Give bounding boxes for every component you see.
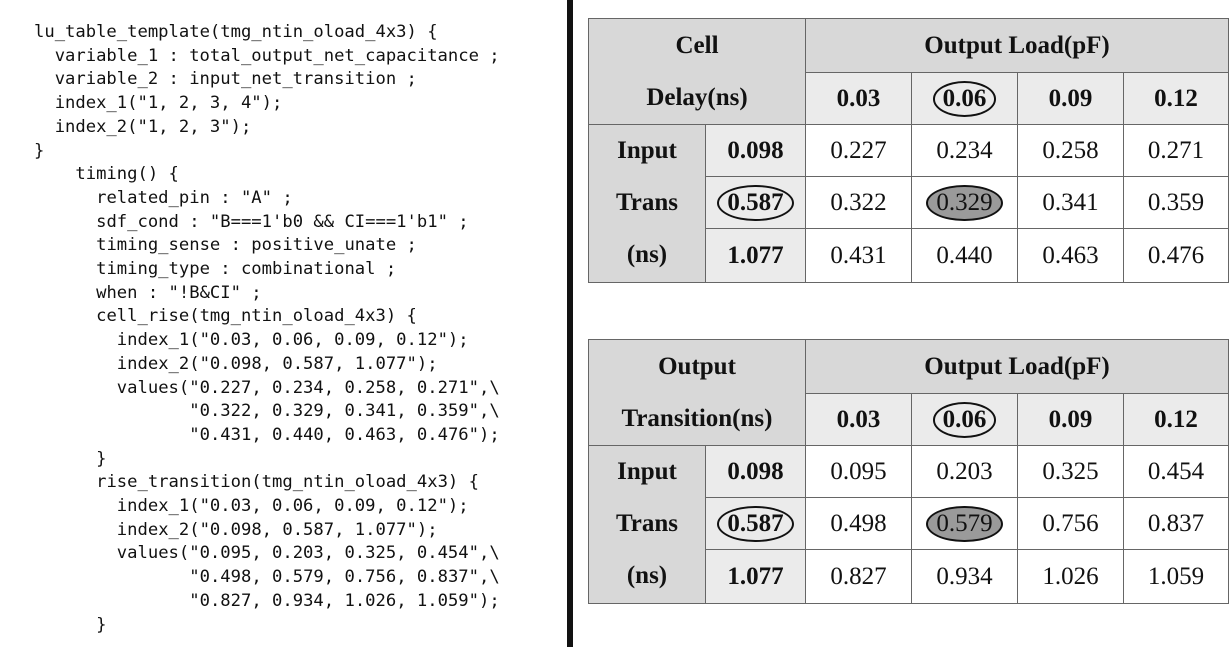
- code-line: "0.498, 0.579, 0.756, 0.837",\: [189, 567, 500, 588]
- code-line: values("0.095, 0.203, 0.325, 0.454",\: [116, 543, 500, 564]
- cell-delay-table: Cell Output Load(pF) Delay(ns) 0.03 0.06…: [587, 18, 1229, 283]
- table-cell: 0.440: [911, 228, 1019, 283]
- code-line: "0.322, 0.329, 0.341, 0.359",\: [189, 401, 500, 422]
- table-cell: 1.059: [1122, 549, 1229, 604]
- highlight-oval: 0.06: [932, 80, 997, 117]
- transition-index: 0.587: [705, 497, 806, 550]
- load-index: 0.09: [1017, 72, 1125, 125]
- code-line: }: [96, 614, 107, 635]
- highlight-oval-filled: 0.329: [926, 184, 1003, 221]
- row-label-line: Input: [588, 445, 706, 498]
- table-cell: 0.359: [1123, 176, 1229, 229]
- highlight-oval: 0.587: [717, 505, 794, 542]
- transition-index: 1.077: [705, 549, 806, 604]
- code-line: sdf_cond : "B===1'b0 && CI===1'b1" ;: [96, 211, 469, 232]
- code-line: }: [96, 448, 107, 469]
- code-line: lu_table_template(tmg_ntin_oload_4x3) {: [34, 22, 438, 42]
- row-label-line: Trans: [588, 176, 706, 229]
- panel-divider: [567, 0, 573, 647]
- code-line: variable_1 : total_output_net_capacitanc…: [54, 45, 500, 66]
- highlight-oval: 0.06: [932, 401, 997, 438]
- corner-header-line1: Cell: [587, 18, 807, 73]
- code-line: values("0.227, 0.234, 0.258, 0.271",\: [116, 377, 500, 398]
- table-cell: 0.341: [1017, 176, 1125, 229]
- load-index: 0.09: [1017, 393, 1124, 446]
- table-cell: 0.325: [1017, 445, 1124, 498]
- highlight-oval-filled: 0.579: [926, 505, 1003, 542]
- output-load-header: Output Load(pF): [804, 339, 1229, 394]
- load-index: 0.03: [805, 393, 912, 446]
- code-line: index_2("0.098, 0.587, 1.077");: [116, 353, 438, 374]
- code-line: index_1("0.03, 0.06, 0.09, 0.12");: [116, 496, 469, 516]
- code-line: index_1("1, 2, 3, 4");: [54, 93, 283, 114]
- table-cell: 0.258: [1017, 124, 1125, 177]
- table-cell: 0.271: [1123, 124, 1229, 177]
- table-cell: 0.756: [1017, 497, 1124, 550]
- table-cell: 0.329: [911, 176, 1019, 229]
- corner-header-line2: Transition(ns): [588, 393, 806, 446]
- table-cell: 0.234: [911, 124, 1019, 177]
- table-cell: 0.934: [911, 549, 1018, 604]
- highlight-oval: 0.587: [717, 184, 794, 221]
- code-line: cell_rise(tmg_ntin_oload_4x3) {: [96, 306, 417, 327]
- table-cell: 0.476: [1123, 228, 1229, 283]
- code-line: when : "!B&CI" ;: [96, 282, 262, 303]
- table-cell: 0.203: [911, 445, 1018, 498]
- code-line: index_2("0.098, 0.587, 1.077");: [116, 519, 438, 540]
- output-transition-table: Output Output Load(pF) Transition(ns) 0.…: [588, 339, 1229, 604]
- corner-header-line1: Output: [588, 339, 806, 394]
- table-cell: 1.026: [1017, 549, 1124, 604]
- transition-index: 0.587: [704, 176, 807, 229]
- load-index: 0.03: [805, 72, 913, 125]
- table-cell: 0.837: [1122, 497, 1229, 550]
- code-line: "0.827, 0.934, 1.026, 1.059");: [189, 590, 500, 611]
- table-cell: 0.498: [805, 497, 912, 550]
- output-load-header: Output Load(pF): [805, 18, 1229, 73]
- row-label-line: Input: [588, 124, 706, 177]
- code-line: index_1("0.03, 0.06, 0.09, 0.12");: [116, 330, 469, 351]
- code-line: timing_type : combinational ;: [96, 259, 397, 279]
- code-line: "0.431, 0.440, 0.463, 0.476");: [189, 424, 500, 445]
- table-cell: 0.227: [805, 124, 913, 177]
- code-line: related_pin : "A" ;: [96, 187, 293, 208]
- code-line: index_2("1, 2, 3");: [54, 116, 252, 137]
- corner-header-line2: Delay(ns): [587, 72, 807, 125]
- table-cell: 0.463: [1017, 228, 1125, 283]
- code-line: rise_transition(tmg_ntin_oload_4x3) {: [96, 472, 479, 493]
- table-cell: 0.827: [805, 549, 912, 604]
- transition-index: 0.098: [705, 445, 806, 498]
- liberty-code-listing: lu_table_template(tmg_ntin_oload_4x3) { v…: [0, 0, 566, 647]
- table-cell: 0.095: [805, 445, 912, 498]
- load-index: 0.06: [911, 72, 1019, 125]
- transition-index: 0.098: [704, 124, 807, 177]
- load-index: 0.12: [1122, 393, 1229, 446]
- code-line: }: [34, 140, 45, 161]
- row-label-line: (ns): [588, 549, 706, 604]
- table-cell: 0.431: [805, 228, 913, 283]
- table-cell: 0.454: [1122, 445, 1229, 498]
- transition-index: 1.077: [704, 228, 807, 283]
- load-index: 0.12: [1123, 72, 1229, 125]
- row-label-line: Trans: [588, 497, 706, 550]
- code-line: timing() {: [75, 164, 179, 185]
- code-line: variable_2 : input_net_transition ;: [54, 69, 417, 90]
- load-index: 0.06: [911, 393, 1018, 446]
- code-line: timing_sense : positive_unate ;: [96, 235, 417, 256]
- table-cell: 0.322: [805, 176, 913, 229]
- row-label-line: (ns): [588, 228, 706, 283]
- table-cell: 0.579: [911, 497, 1018, 550]
